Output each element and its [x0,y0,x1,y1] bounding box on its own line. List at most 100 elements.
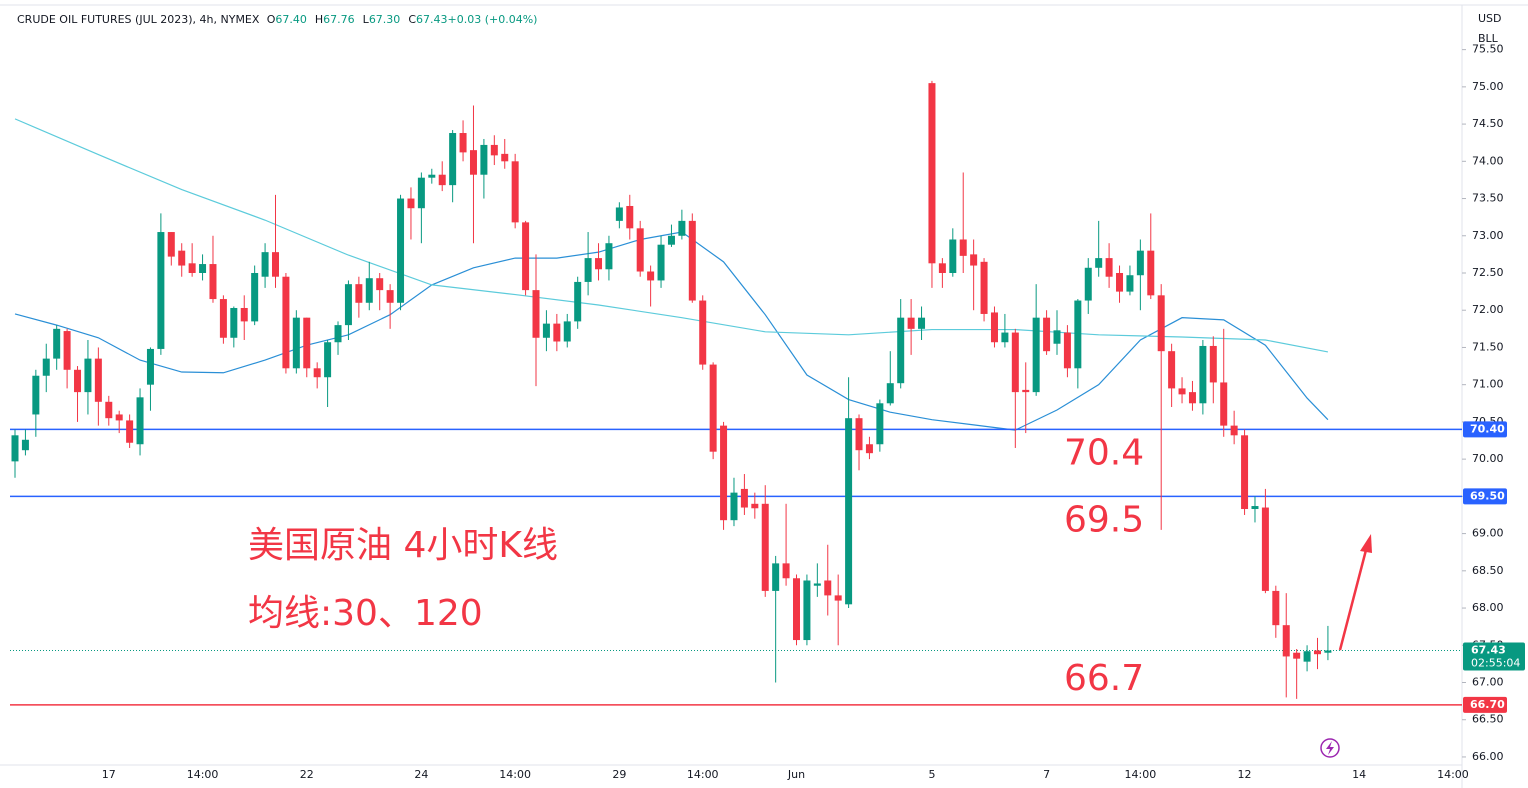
x-tick-label: 14:00 [1125,768,1157,781]
candle-body [397,198,405,303]
y-tick-label: 68.00 [1472,601,1504,614]
x-tick-label: 22 [300,768,314,781]
candle-body [230,307,238,338]
candle-body [1043,317,1051,352]
candles [11,80,1332,699]
y-tick-label: 71.50 [1472,340,1504,353]
candle-body [407,198,415,209]
candle-body [657,244,665,281]
legend-key: H [315,13,323,26]
y-tick-label: 73.00 [1472,229,1504,242]
candle-body [1251,506,1259,510]
candle-body [667,235,675,245]
candle-body [490,144,498,156]
candle-body [219,299,227,338]
candle-body [1303,651,1311,662]
level-badge-label: 69.50 [1470,489,1505,502]
candle-body [688,220,696,301]
candle-body [855,418,863,451]
candle-body [918,317,926,329]
candle-body [897,317,905,384]
candle-body [84,358,92,393]
candle-body [1022,389,1030,393]
x-tick-label: 12 [1238,768,1252,781]
candle-body [1095,258,1103,268]
candle-body [678,220,686,236]
candle-body [959,239,967,256]
candle-body [1011,332,1019,393]
candle-body [793,578,800,641]
candle-body [584,258,592,282]
y-tick-label: 72.00 [1472,303,1504,316]
candle-body [740,488,748,508]
legend-value: 67.40 [275,13,307,26]
candle-body [1188,392,1196,404]
last-price-badge [1463,642,1525,671]
candle-body [469,150,477,175]
unit: BLL [1478,32,1499,45]
y-tick-label: 69.00 [1472,527,1504,540]
candle-body [709,364,717,452]
last-price-label: 67.43 [1471,643,1506,656]
y-tick-label: 74.00 [1472,154,1504,167]
legend-key: O [267,13,276,26]
countdown: 02:55:04 [1471,656,1520,669]
candle-body [938,263,946,273]
candle-body [1147,250,1155,296]
candle-body [1105,258,1113,277]
candle-body [1032,317,1040,393]
level-badge [1463,696,1507,713]
alert-icon[interactable] [1320,738,1340,758]
candle-body [136,397,144,445]
candle-body [324,342,332,378]
y-tick-label: 67.00 [1472,675,1504,688]
candle-body [272,252,279,277]
candle-body [53,328,61,359]
candle-body [417,177,425,209]
candle-body [1293,652,1301,659]
candle-body [199,264,207,273]
candle-body [1074,300,1082,369]
y-tick-label: 74.50 [1472,117,1504,130]
candle-body [428,174,436,178]
candle-body [563,321,571,342]
candle-body [699,300,707,365]
level-badge [1463,488,1507,505]
candle-body [501,153,509,162]
annotation: 美国原油 4小时K线 [248,525,558,566]
candle-body [574,281,582,322]
levels: 70.4 69.5 66.7 [10,428,1462,706]
candle-body [105,401,113,419]
candle-body [178,250,186,266]
y-tick-label: 73.50 [1472,192,1504,205]
candle-body [1136,250,1144,276]
candle-body [282,276,290,369]
candle-body [1116,272,1124,292]
annotation: 均线:30、120 [248,593,483,634]
candle-body [146,348,154,385]
candle-body [261,252,269,277]
x-tick-label: 5 [928,768,935,781]
arrow-head [1360,534,1372,553]
candle-body [1178,388,1186,395]
candle-body [1272,590,1280,626]
candle-body [876,403,884,445]
candle-body [1230,425,1238,436]
candle-body [813,583,821,586]
candle-body [730,492,738,521]
candle-body [355,284,363,303]
candle-body [772,563,780,591]
x-tick-label: 14:00 [499,768,531,781]
candle-body [449,133,457,186]
candle-body [803,580,811,641]
candle-body [761,503,769,591]
candle-body [865,444,873,454]
candle-body [251,272,259,322]
x-tick-label: 14:00 [687,768,719,781]
level-badge-label: 66.70 [1470,698,1505,711]
candle-body [511,161,519,223]
candle-body [605,243,613,270]
candle-body [376,278,384,291]
